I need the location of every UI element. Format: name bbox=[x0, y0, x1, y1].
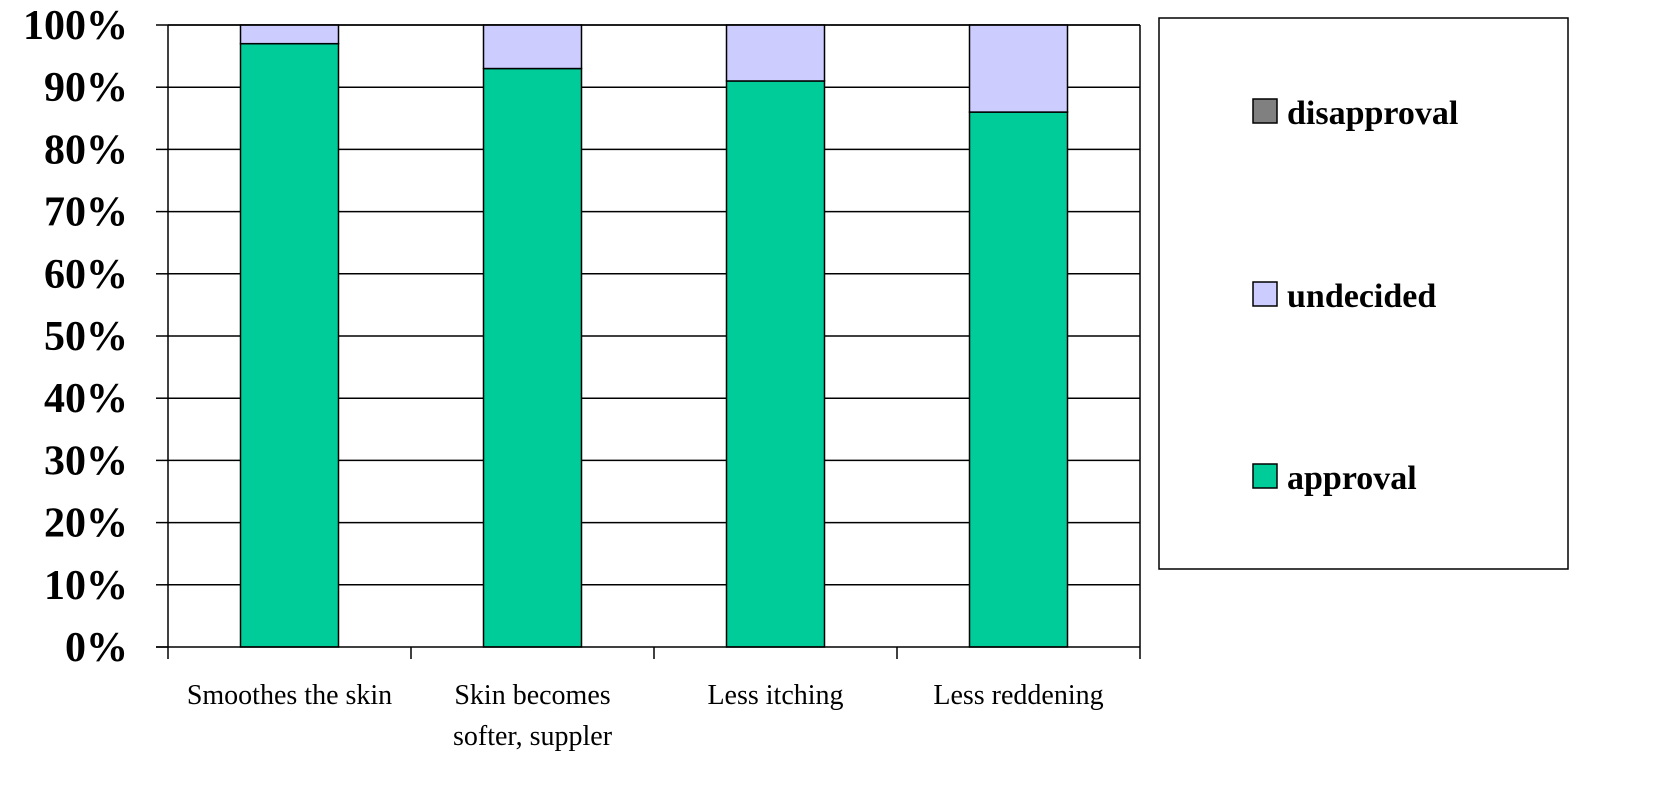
bar-undecided bbox=[725, 24, 826, 82]
x-tick-labels: Smoothes the skin Skin becomes softer, sup… bbox=[187, 680, 1104, 752]
bar-approval bbox=[482, 67, 583, 648]
legend-swatch-approval bbox=[1252, 463, 1278, 489]
bar-approval bbox=[239, 42, 340, 648]
legend-swatch-undecided bbox=[1252, 281, 1278, 307]
y-tick-label: 30% bbox=[44, 438, 128, 484]
bar-approval bbox=[968, 111, 1069, 648]
y-tick-label: 100% bbox=[23, 3, 128, 49]
y-tick-label: 10% bbox=[44, 563, 128, 609]
axes bbox=[156, 24, 1141, 659]
y-tick-label: 90% bbox=[44, 65, 128, 111]
x-tick-label: Less itching bbox=[707, 680, 843, 711]
x-tick-label-line: softer, suppler bbox=[453, 721, 613, 752]
bar-undecided bbox=[968, 24, 1069, 113]
legend-swatch-disapproval bbox=[1252, 98, 1278, 124]
y-tick-label: 80% bbox=[44, 127, 128, 173]
y-tick-label: 20% bbox=[44, 501, 128, 547]
legend: disapproval undecided approval bbox=[1158, 17, 1569, 570]
x-tick-label-line: Smoothes the skin bbox=[187, 680, 392, 711]
x-tick-label-line: Skin becomes bbox=[454, 680, 610, 711]
y-tick-label: 50% bbox=[44, 314, 128, 360]
y-tick-label: 70% bbox=[44, 190, 128, 236]
legend-box bbox=[1158, 17, 1569, 570]
bar-approval bbox=[725, 80, 826, 648]
x-tick-label-line: Less reddening bbox=[933, 680, 1103, 711]
legend-label-approval: approval bbox=[1287, 460, 1417, 497]
x-tick-label: Smoothes the skin bbox=[187, 680, 392, 711]
y-tick-labels: 0% 10% 20% 30% 40% 50% 60% 70% 80% 90% 100% bbox=[23, 3, 128, 671]
x-tick-label: Skin becomes softer, suppler bbox=[453, 680, 613, 752]
y-tick-label: 40% bbox=[44, 376, 128, 422]
y-tick-label: 0% bbox=[65, 625, 128, 671]
y-tick-label: 60% bbox=[44, 252, 128, 298]
bars bbox=[239, 24, 1069, 648]
legend-label-undecided: undecided bbox=[1287, 278, 1436, 315]
x-tick-label: Less reddening bbox=[933, 680, 1103, 711]
bar-undecided bbox=[239, 24, 340, 45]
x-tick-label-line: Less itching bbox=[707, 680, 843, 711]
legend-label-disapproval: disapproval bbox=[1287, 95, 1458, 132]
bar-undecided bbox=[482, 24, 583, 70]
